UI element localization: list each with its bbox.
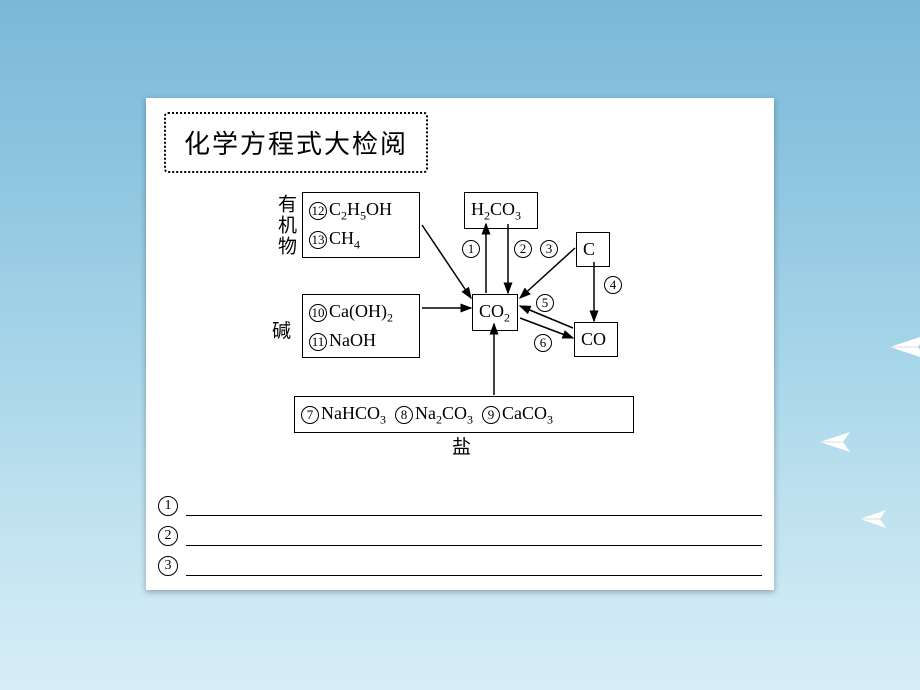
answer-num: 3 [158, 556, 178, 576]
answer-row-1: 1 [158, 494, 762, 516]
node-co: CO [574, 322, 618, 357]
answer-blank[interactable] [186, 494, 762, 516]
arrow-label-1: 1 [462, 240, 480, 258]
label-organic: 有机物 [272, 194, 299, 257]
arrow-label-6: 6 [534, 334, 552, 352]
arrow-label-2: 2 [514, 240, 532, 258]
answer-num: 1 [158, 496, 178, 516]
answer-blank[interactable] [186, 554, 762, 576]
slide-card: 化学方程式大检阅 有机物 碱 盐 12C2H5OH13CH4H2CO3CCO2C… [146, 98, 774, 590]
diagram-area: 有机物 碱 盐 12C2H5OH13CH4 H2CO3 C CO2 CO 10Ca(OH)… [146, 178, 774, 468]
answer-row-2: 2 [158, 524, 762, 546]
arrow-a_org [422, 225, 471, 298]
title-box: 化学方程式大检阅 [164, 112, 428, 173]
arrow-label-4: 4 [604, 276, 622, 294]
answer-num: 2 [158, 526, 178, 546]
answer-lines: 1 2 3 [158, 494, 762, 584]
node-base: 10Ca(OH)211NaOH [302, 294, 420, 358]
node-h2co3: H2CO3 [464, 192, 538, 229]
node-organic: 12C2H5OH13CH4 [302, 192, 420, 258]
arrow-label-5: 5 [536, 294, 554, 312]
node-salt: 7NaHCO3 8Na2CO3 9CaCO3 [294, 396, 634, 433]
answer-row-3: 3 [158, 554, 762, 576]
node-c: C [576, 232, 610, 267]
arrow-label-3: 3 [540, 240, 558, 258]
node-co2: CO2 [472, 294, 518, 331]
answer-blank[interactable] [186, 524, 762, 546]
label-salt: 盐 [452, 432, 471, 459]
label-base: 碱 [272, 316, 291, 343]
title-text: 化学方程式大检阅 [184, 130, 408, 159]
